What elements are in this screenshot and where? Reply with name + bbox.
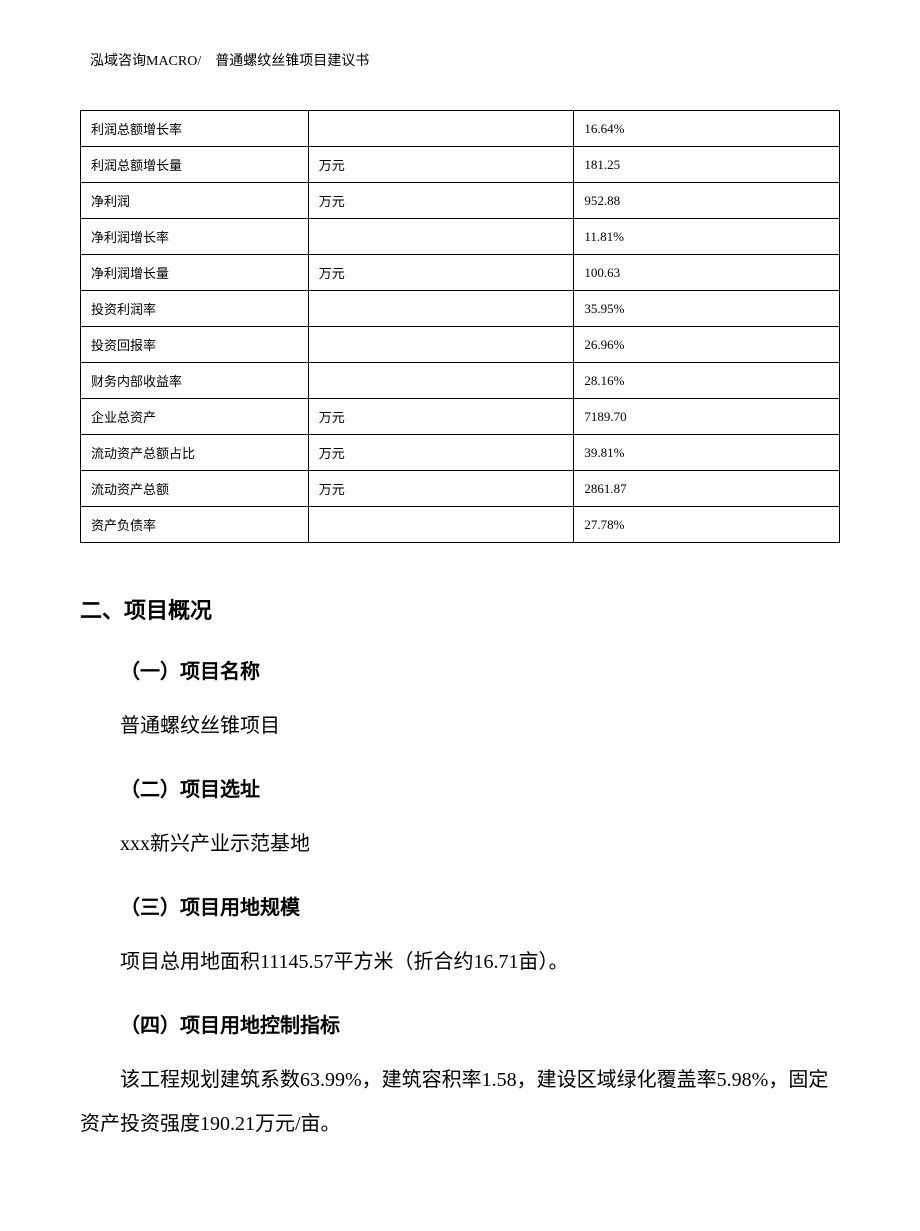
page-header: 泓域咨询MACRO/ 普通螺纹丝锥项目建议书 [90,50,840,70]
table-row: 企业总资产 万元 7189.70 [81,399,840,435]
table-cell: 100.63 [574,255,840,291]
table-row: 投资回报率 26.96% [81,327,840,363]
table-row: 财务内部收益率 28.16% [81,363,840,399]
table-cell: 财务内部收益率 [81,363,309,399]
table-cell: 净利润增长率 [81,219,309,255]
table-cell [308,507,574,543]
subsection-heading: （四）项目用地控制指标 [120,1009,840,1038]
table-cell: 净利润 [81,183,309,219]
table-cell: 万元 [308,147,574,183]
table-cell: 26.96% [574,327,840,363]
table-cell: 企业总资产 [81,399,309,435]
table-cell: 39.81% [574,435,840,471]
financial-table: 利润总额增长率 16.64% 利润总额增长量 万元 181.25 净利润 万元 … [80,110,840,543]
document-page: 泓域咨询MACRO/ 普通螺纹丝锥项目建议书 利润总额增长率 16.64% 利润… [0,0,920,1231]
table-row: 资产负债率 27.78% [81,507,840,543]
table-row: 利润总额增长率 16.64% [81,111,840,147]
table-row: 流动资产总额 万元 2861.87 [81,471,840,507]
subsection-1: （一）项目名称 普通螺纹丝锥项目 [80,655,840,748]
table-cell: 万元 [308,255,574,291]
subsection-heading: （一）项目名称 [120,655,840,684]
table-cell [308,111,574,147]
table-cell: 35.95% [574,291,840,327]
subsection-heading: （三）项目用地规模 [120,891,840,920]
subsection-3: （三）项目用地规模 项目总用地面积11145.57平方米（折合约16.71亩）。 [80,891,840,984]
table-row: 净利润增长率 11.81% [81,219,840,255]
table-row: 流动资产总额占比 万元 39.81% [81,435,840,471]
table-row: 利润总额增长量 万元 181.25 [81,147,840,183]
table-cell: 28.16% [574,363,840,399]
table-cell: 181.25 [574,147,840,183]
table-cell: 利润总额增长量 [81,147,309,183]
table-cell [308,327,574,363]
table-cell: 16.64% [574,111,840,147]
table-cell: 流动资产总额占比 [81,435,309,471]
table-cell: 资产负债率 [81,507,309,543]
table-cell: 利润总额增长率 [81,111,309,147]
table-cell: 万元 [308,435,574,471]
table-row: 净利润增长量 万元 100.63 [81,255,840,291]
subsection-heading: （二）项目选址 [120,773,840,802]
table-cell: 952.88 [574,183,840,219]
body-text: 项目总用地面积11145.57平方米（折合约16.71亩）。 [80,940,840,984]
table-cell: 投资回报率 [81,327,309,363]
subsection-4: （四）项目用地控制指标 该工程规划建筑系数63.99%，建筑容积率1.58，建设… [80,1009,840,1146]
table-body: 利润总额增长率 16.64% 利润总额增长量 万元 181.25 净利润 万元 … [81,111,840,543]
body-text: 普通螺纹丝锥项目 [120,704,840,748]
table-cell: 投资利润率 [81,291,309,327]
subsection-2: （二）项目选址 xxx新兴产业示范基地 [80,773,840,866]
table-cell: 万元 [308,399,574,435]
table-cell: 11.81% [574,219,840,255]
table-cell: 万元 [308,183,574,219]
table-cell: 27.78% [574,507,840,543]
table-cell: 万元 [308,471,574,507]
section-heading: 二、项目概况 [80,593,840,625]
table-row: 净利润 万元 952.88 [81,183,840,219]
table-cell: 7189.70 [574,399,840,435]
table-cell: 流动资产总额 [81,471,309,507]
table-row: 投资利润率 35.95% [81,291,840,327]
table-cell: 净利润增长量 [81,255,309,291]
table-cell [308,291,574,327]
body-text: 该工程规划建筑系数63.99%，建筑容积率1.58，建设区域绿化覆盖率5.98%… [80,1058,840,1146]
body-text: xxx新兴产业示范基地 [120,822,840,866]
table-cell [308,219,574,255]
table-cell [308,363,574,399]
table-cell: 2861.87 [574,471,840,507]
